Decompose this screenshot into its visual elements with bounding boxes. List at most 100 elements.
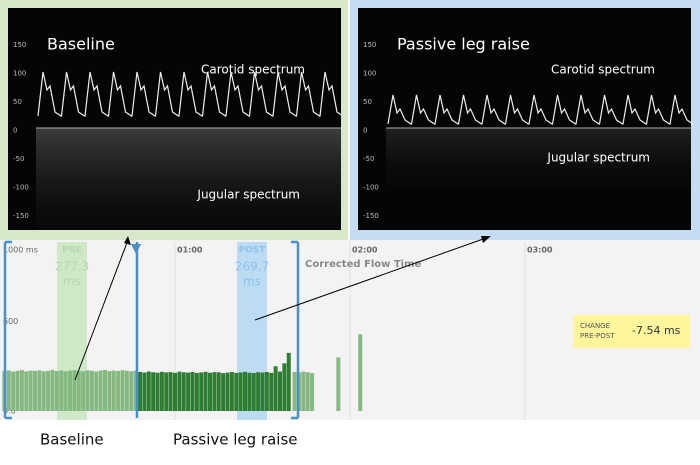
bar (50, 370, 55, 411)
bar (273, 366, 278, 411)
panel-tick-label: 50 (13, 98, 22, 106)
spectrum-label: Carotid spectrum (201, 63, 305, 77)
bar (33, 370, 37, 411)
bar (208, 372, 212, 411)
panel-tick-label: 100 (363, 70, 376, 78)
bar (54, 371, 59, 411)
bar (190, 371, 195, 411)
bar (146, 371, 151, 411)
bar (256, 372, 261, 411)
bar (292, 371, 297, 411)
panel-tick-label: 100 (13, 70, 26, 78)
bar (37, 370, 42, 411)
spectrum-label: Carotid spectrum (551, 63, 655, 77)
bar (278, 371, 282, 411)
caption: Passive leg raise (173, 431, 298, 449)
bar (301, 371, 306, 411)
bar (41, 371, 46, 411)
speckle (386, 128, 691, 188)
bar (264, 371, 269, 411)
bar (6, 370, 11, 411)
bar (72, 370, 77, 411)
panel-tick-label: -150 (363, 212, 379, 220)
bar (68, 370, 72, 411)
panel-tick-label: -150 (13, 212, 29, 220)
bar (164, 372, 169, 411)
bar (15, 370, 20, 411)
waveform (37, 71, 344, 117)
bar (111, 370, 116, 411)
bar (177, 371, 182, 411)
marker (131, 244, 141, 254)
pre-value: 277.3 (55, 260, 89, 274)
panel-tick-label: -100 (13, 184, 29, 192)
bar (186, 372, 191, 411)
bar (310, 373, 315, 411)
bar (247, 372, 252, 411)
bar (181, 372, 186, 411)
bar (59, 370, 64, 411)
panel-tick-label: -50 (363, 155, 374, 163)
bar (124, 370, 129, 411)
bar (19, 370, 24, 411)
bar (260, 372, 265, 411)
pre-unit: ms (63, 275, 81, 289)
bar (85, 370, 90, 411)
y-tick-label: 1000 ms (3, 246, 38, 255)
bar (116, 370, 121, 411)
post-value: 269.7 (235, 260, 269, 274)
post-label: POST (239, 246, 267, 256)
panel-title: Passive leg raise (397, 35, 530, 54)
caption: Baseline (40, 431, 104, 449)
change-value: -7.54 ms (632, 324, 681, 337)
bar (286, 352, 291, 411)
bar (76, 370, 81, 411)
change-sublabel: PRE-POST (580, 332, 615, 340)
bar (225, 372, 230, 411)
panel-tick-label: 150 (363, 41, 376, 49)
x-tick-label: 01:00 (177, 246, 203, 255)
bar (24, 371, 29, 411)
x-tick-label: 02:00 (352, 246, 378, 255)
bar (138, 371, 142, 411)
bar (336, 357, 341, 411)
panel-tick-label: 0 (13, 127, 17, 135)
arrowhead (481, 236, 491, 243)
ultrasound-image (358, 8, 691, 230)
bar (46, 370, 51, 411)
bar (89, 370, 94, 411)
bar (221, 373, 226, 411)
bar (11, 371, 16, 411)
chart-title: Corrected Flow Time (305, 259, 422, 270)
bar (107, 371, 112, 411)
bar (81, 371, 86, 411)
spectrum-label: Jugular spectrum (196, 188, 300, 202)
change-box (573, 315, 690, 348)
bar (251, 373, 256, 411)
post-unit: ms (243, 275, 261, 289)
bar (94, 371, 99, 411)
bar (212, 372, 217, 411)
speckle (36, 128, 341, 228)
panel-tick-label: 0 (363, 127, 367, 135)
panel-tick-label: 50 (363, 98, 372, 106)
bar (305, 372, 310, 411)
bar (269, 372, 274, 411)
bar (216, 372, 221, 411)
change-label: CHANGE (580, 322, 610, 330)
bar (142, 372, 147, 411)
bracket (3, 240, 300, 420)
spectrum-label: Jugular spectrum (546, 151, 650, 165)
x-tick-label: 03:00 (527, 246, 553, 255)
arrowhead (124, 236, 131, 245)
panel-tick-label: 150 (13, 41, 26, 49)
pre-label: PRE (62, 246, 82, 256)
y-tick-label: 600 (3, 317, 18, 326)
bar (282, 363, 287, 411)
panel-title: Baseline (47, 35, 115, 54)
bar (98, 370, 103, 411)
bar (120, 370, 125, 411)
bar (28, 370, 33, 411)
waveform (387, 94, 694, 125)
